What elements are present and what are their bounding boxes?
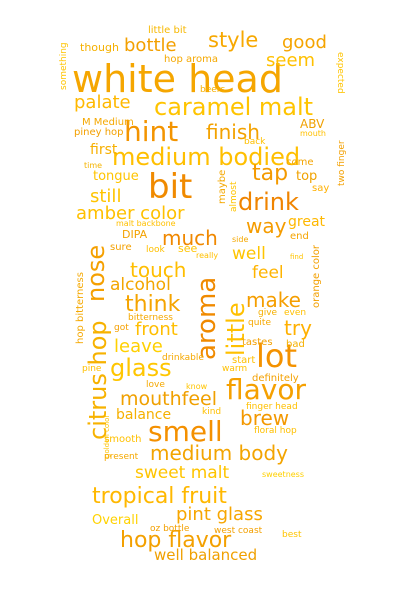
word-pint-glass: pint glass: [176, 504, 263, 525]
word-even: even: [284, 308, 307, 318]
word-aroma: aroma: [192, 276, 222, 360]
word-hint: hint: [124, 115, 179, 148]
word-mouth: mouth: [300, 129, 326, 138]
word-glass: glass: [110, 354, 172, 382]
word-got: got: [114, 323, 129, 333]
word-feel: feel: [252, 263, 284, 283]
word-quite: quite: [248, 318, 271, 328]
word-pine: pine: [82, 364, 102, 374]
word-style: style: [208, 28, 259, 52]
word-present: present: [104, 452, 139, 462]
word-find: find: [290, 253, 304, 261]
word-time: time: [84, 161, 103, 170]
word-tap: tap: [252, 161, 289, 186]
word-caramel-malt: caramel malt: [154, 93, 314, 121]
word-orange-color: orange color: [311, 245, 322, 308]
word-start: start: [232, 355, 256, 366]
word-drink: drink: [238, 188, 299, 216]
word-malt-backbone: malt backbone: [116, 219, 176, 228]
word-dipa: DIPA: [122, 228, 148, 241]
word-think: think: [125, 292, 181, 317]
word-nose: nose: [82, 244, 110, 302]
word-much: much: [162, 226, 218, 250]
word-well: well: [232, 244, 266, 264]
word-palate: palate: [74, 92, 131, 113]
word-almost: almost: [229, 181, 239, 212]
word-medium-body: medium body: [150, 441, 289, 465]
word-front: front: [135, 319, 178, 340]
word-sweetness: sweetness: [262, 470, 305, 479]
word-amber-color: amber color: [76, 203, 185, 224]
word-kind: kind: [202, 407, 222, 417]
word-piney-hop: piney hop: [74, 127, 124, 138]
word-hop-bitterness: hop bitterness: [75, 272, 86, 344]
word-abv: ABV: [300, 117, 325, 131]
word-bad: bad: [286, 339, 305, 350]
word-white-head: white head: [72, 57, 283, 101]
word-great: great: [288, 214, 326, 230]
word-m-medium: M Medium: [82, 117, 134, 128]
word-expected: expected: [335, 52, 345, 94]
word-make: make: [246, 288, 301, 312]
word-hop-flavor: hop flavor: [120, 528, 232, 553]
word-two-finger: two finger: [337, 140, 347, 186]
word-try: try: [284, 316, 312, 340]
word-tongue: tongue: [93, 169, 139, 184]
word-floral-hop: floral hop: [254, 426, 297, 436]
word-way: way: [246, 214, 287, 238]
word-say: say: [312, 183, 330, 194]
word-though: though: [80, 41, 119, 54]
word-west-coast: west coast: [214, 526, 263, 536]
word-know: know: [186, 382, 208, 391]
word-flavor: flavor: [226, 373, 307, 406]
word-brew: brew: [240, 406, 290, 430]
word-bitterness: bitterness: [128, 313, 173, 323]
word-love: love: [146, 380, 165, 390]
word-something: something: [59, 42, 69, 90]
word-side: side: [232, 235, 249, 244]
word-come: come: [286, 157, 314, 168]
word-bit: bit: [148, 167, 193, 207]
word-best: best: [282, 530, 302, 540]
word-little-bit: little bit: [148, 25, 187, 36]
word-maybe: maybe: [217, 169, 228, 204]
word-overall: Overall: [92, 513, 139, 528]
word-sweet-malt: sweet malt: [135, 463, 230, 483]
word-still: still: [90, 186, 122, 207]
word-alcohol: alcohol: [110, 275, 171, 295]
word-smooth: smooth: [104, 434, 142, 445]
word-see: see: [178, 242, 198, 255]
word-beers: beers: [200, 85, 226, 95]
word-mouthfeel: mouthfeel: [120, 388, 218, 410]
word-leave: leave: [114, 336, 163, 357]
word-back: back: [244, 137, 266, 147]
word-tropical-fruit: tropical fruit: [92, 484, 227, 509]
word-hop-aroma: hop aroma: [164, 54, 218, 65]
word-give: give: [258, 308, 278, 318]
word-top: top: [296, 169, 318, 184]
word-finish: finish: [206, 120, 260, 144]
word-good: good: [282, 32, 327, 53]
word-finger-head: finger head: [246, 402, 298, 412]
word-balance: balance: [116, 407, 172, 423]
word-really: really: [196, 251, 219, 260]
word-seem: seem: [266, 50, 316, 71]
word-sure: sure: [110, 242, 132, 253]
word-well-balanced: well balanced: [154, 546, 258, 564]
word-bottle: bottle: [124, 35, 177, 56]
word-touch: touch: [130, 258, 187, 282]
word-first: first: [90, 142, 118, 158]
word-oz-bottle: oz bottle: [150, 524, 190, 534]
word-end: end: [290, 231, 309, 242]
word-definitely: definitely: [252, 373, 299, 384]
word-drinkable: drinkable: [162, 353, 204, 363]
word-warm: warm: [222, 364, 248, 374]
word-medium-bodied: medium bodied: [112, 143, 301, 171]
word-look: look: [146, 245, 165, 255]
word-smell: smell: [148, 415, 223, 448]
word-lot: lot: [256, 337, 298, 375]
word-tastes: tastes: [242, 337, 273, 348]
